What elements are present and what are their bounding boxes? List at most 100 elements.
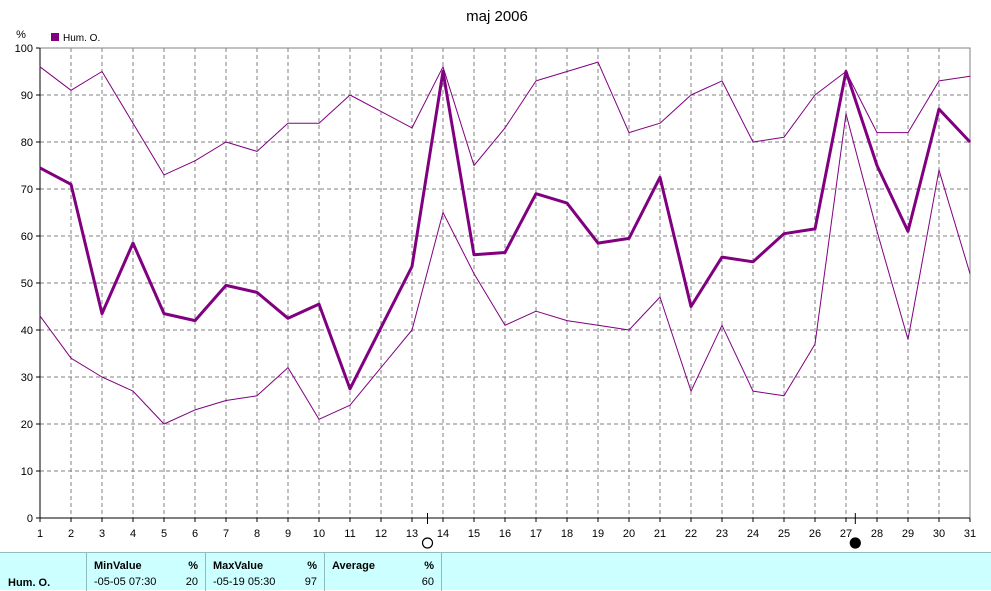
x-tick-label: 31 bbox=[964, 528, 976, 540]
chart-title: maj 2006 bbox=[466, 8, 528, 25]
x-tick-label: 7 bbox=[223, 528, 229, 540]
data-point-max bbox=[566, 71, 568, 72]
data-point-avg bbox=[969, 141, 971, 143]
data-point-max bbox=[194, 160, 196, 162]
y-tick-label: 50 bbox=[21, 278, 33, 290]
data-point-min bbox=[349, 404, 351, 406]
min-value-label: MinValue bbox=[94, 560, 142, 572]
data-point-max bbox=[876, 132, 878, 134]
x-tick-label: 1 bbox=[37, 528, 43, 540]
min-value-cell: MinValue % -05-05 07:30 20 bbox=[87, 553, 206, 591]
data-point-avg bbox=[876, 165, 878, 166]
y-tick-label: 70 bbox=[21, 184, 33, 196]
data-point-avg bbox=[256, 291, 258, 293]
data-point-avg bbox=[70, 183, 72, 185]
grid bbox=[40, 48, 970, 518]
data-point-avg bbox=[845, 71, 847, 72]
x-tick-label: 16 bbox=[499, 528, 511, 540]
data-point-max bbox=[349, 94, 351, 96]
data-point-max bbox=[380, 110, 382, 112]
x-tick-label: 29 bbox=[902, 528, 914, 540]
data-point-avg bbox=[752, 261, 754, 263]
x-tick-label: 3 bbox=[99, 528, 105, 540]
average-number: 60 bbox=[421, 576, 434, 588]
y-tick-label: 100 bbox=[15, 43, 33, 55]
data-point-max bbox=[504, 127, 506, 129]
y-tick-label: 80 bbox=[21, 137, 33, 149]
max-value-number: 97 bbox=[304, 576, 317, 588]
data-point-min bbox=[907, 338, 909, 340]
data-point-min bbox=[287, 367, 289, 369]
data-point-min bbox=[721, 324, 723, 326]
data-point-max bbox=[70, 89, 72, 91]
data-point-max bbox=[473, 165, 475, 166]
x-tick-label: 18 bbox=[561, 528, 573, 540]
legend-swatch bbox=[51, 33, 59, 41]
data-point-avg bbox=[39, 167, 41, 169]
data-point-min bbox=[101, 376, 103, 378]
data-point-max bbox=[39, 66, 41, 68]
x-tick-label: 20 bbox=[623, 528, 635, 540]
y-tick-label: 20 bbox=[21, 419, 33, 431]
max-value-label: MaxValue bbox=[213, 560, 264, 572]
data-point-max bbox=[721, 80, 723, 82]
x-tick-label: 24 bbox=[747, 528, 759, 540]
stats-footer: Hum. O. MinValue % -05-05 07:30 20 MaxVa… bbox=[0, 552, 991, 591]
data-point-avg bbox=[938, 108, 940, 110]
data-point-avg bbox=[628, 237, 630, 239]
data-point-avg bbox=[380, 327, 382, 329]
x-tick-label: 23 bbox=[716, 528, 728, 540]
x-tick-label: 5 bbox=[161, 528, 167, 540]
data-point-avg bbox=[566, 202, 568, 204]
data-point-min bbox=[411, 329, 413, 331]
x-tick-label: 22 bbox=[685, 528, 697, 540]
data-point-avg bbox=[783, 233, 785, 235]
data-point-avg bbox=[721, 256, 723, 258]
x-tick-label: 10 bbox=[313, 528, 325, 540]
data-point-avg bbox=[287, 317, 289, 319]
minmax-markers bbox=[421, 513, 861, 549]
data-point-max bbox=[690, 94, 692, 96]
min-value-unit: % bbox=[188, 560, 198, 572]
data-point-min bbox=[194, 409, 196, 411]
x-tick-label: 27 bbox=[840, 528, 852, 540]
data-point-max bbox=[597, 61, 599, 63]
data-point-min bbox=[566, 320, 568, 322]
data-point-min bbox=[814, 343, 816, 345]
data-point-max bbox=[752, 141, 754, 143]
data-point-avg bbox=[442, 71, 444, 72]
data-point-min bbox=[535, 310, 537, 312]
data-point-max bbox=[132, 122, 134, 124]
data-point-avg bbox=[597, 242, 599, 244]
average-unit: % bbox=[424, 560, 434, 572]
data-point-max bbox=[938, 80, 940, 82]
data-point-avg bbox=[907, 230, 909, 232]
max-value-time: -05-19 05:30 bbox=[213, 576, 276, 588]
data-point-min bbox=[163, 423, 165, 425]
data-point-avg bbox=[194, 320, 196, 322]
data-point-avg bbox=[349, 388, 351, 390]
x-tick-label: 11 bbox=[344, 528, 355, 540]
x-tick-label: 21 bbox=[654, 528, 666, 540]
x-tick-label: 9 bbox=[285, 528, 291, 540]
data-point-min bbox=[597, 324, 599, 326]
data-point-min bbox=[752, 390, 754, 392]
data-point-min bbox=[969, 273, 971, 275]
x-tick-label: 30 bbox=[933, 528, 945, 540]
data-point-max bbox=[163, 174, 165, 176]
x-tick-label: 4 bbox=[130, 528, 136, 540]
data-point-avg bbox=[814, 228, 816, 230]
data-point-avg bbox=[225, 284, 227, 286]
data-point-min bbox=[256, 395, 258, 397]
data-point-avg bbox=[659, 176, 661, 178]
data-point-min bbox=[845, 113, 847, 115]
data-point-min bbox=[380, 367, 382, 369]
humidity-chart: maj 2006 % Hum. O. 0 10 20 30 40 50 60 70 80 90 10… bbox=[15, 8, 976, 549]
y-axis-unit: % bbox=[16, 29, 26, 41]
axes bbox=[36, 47, 971, 522]
y-tick-label: 60 bbox=[21, 231, 33, 243]
min-marker-circle bbox=[421, 537, 434, 549]
data-point-max bbox=[318, 122, 320, 124]
data-point-max bbox=[783, 136, 785, 138]
